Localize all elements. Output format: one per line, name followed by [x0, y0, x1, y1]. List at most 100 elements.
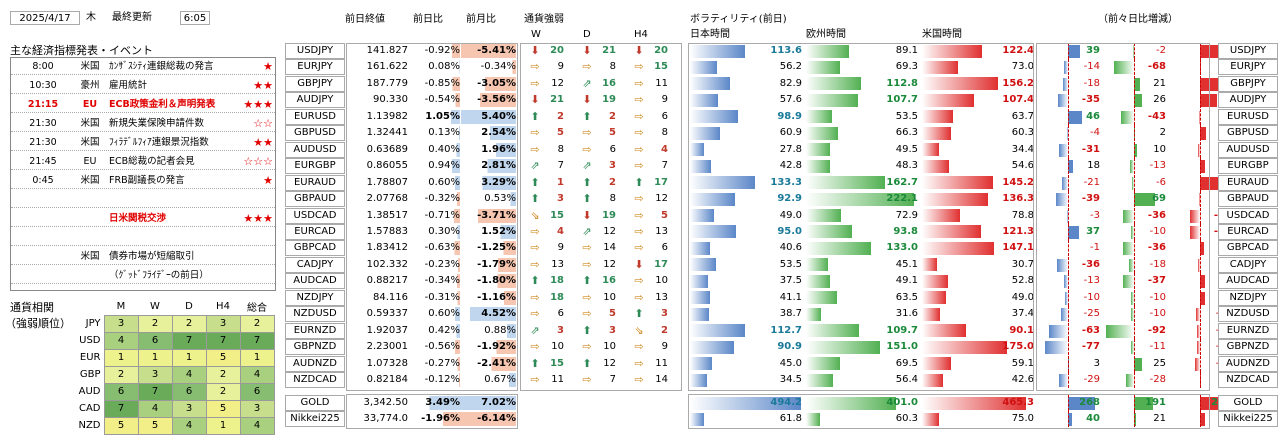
volatility-blue-bar [690, 340, 735, 354]
pair-name-right[interactable]: GBPJPY [1218, 75, 1278, 92]
pair-name-right[interactable]: AUDUSD [1218, 141, 1278, 158]
pair-name[interactable]: GBPNZD [285, 339, 345, 356]
pair-name-right[interactable]: USDJPY [1218, 43, 1278, 59]
pair-name-right[interactable]: USDCAD [1218, 207, 1278, 224]
diff-de-value: -6 [1156, 176, 1166, 188]
volatility-t-value: 40.6 [779, 242, 802, 254]
pair-name[interactable]: EURNZD [285, 322, 345, 339]
weekday-display: 木 [86, 12, 96, 23]
pair-name[interactable]: GOLD [285, 395, 345, 411]
event-time: 21:30 [29, 137, 57, 148]
ranking-table: M W D H4 総合 JPY 3 2 2 3 2 USD 4 6 7 7 7 EUR 1 1 1 5 1 GBP 2 3 4 2 4 A… [76, 298, 275, 435]
volatility-green-bar [806, 209, 842, 222]
pair-name-right[interactable]: EURNZD [1218, 322, 1278, 339]
prev-close: 102.332 [366, 258, 408, 270]
pair-name[interactable]: NZDUSD [285, 306, 345, 323]
volatility-e-value: 89.1 [895, 45, 918, 56]
pair-name[interactable]: GBPJPY [285, 75, 345, 92]
pair-name-right[interactable]: GBPCAD [1218, 240, 1278, 257]
pair-name-right[interactable]: AUDNZD [1218, 355, 1278, 372]
pair-name[interactable]: GBPUSD [285, 125, 345, 142]
prev-close: 1.92037 [366, 324, 408, 336]
strength-w-rank: 6 [557, 308, 564, 320]
pair-name-right[interactable]: EURJPY [1218, 59, 1278, 76]
pair-name[interactable]: EURJPY [285, 59, 345, 76]
diff-axis [1134, 125, 1135, 142]
pair-name[interactable]: CADJPY [285, 256, 345, 273]
volatility-e-value: 31.6 [895, 308, 918, 320]
day-change: -0.54% [424, 94, 460, 106]
ranking-cell: 5 [205, 348, 241, 367]
diff-de-value: -10 [1149, 225, 1166, 237]
diff-axis [1068, 191, 1069, 208]
pair-name[interactable]: AUDCAD [285, 273, 345, 290]
month-change-bar [460, 307, 516, 322]
ranking-cell: 5 [205, 399, 241, 418]
day-change-bar [412, 290, 460, 305]
volatility-t-value: 112.7 [770, 324, 802, 336]
strength-h4-rank: 17 [654, 258, 668, 270]
pair-name[interactable]: Nikkei225 [285, 411, 345, 428]
month-change-bar [460, 340, 516, 355]
event-row: 21:30 米国 新規失業保険申請件数 ☆☆ [11, 116, 275, 132]
pair-name-right[interactable]: NZDUSD [1218, 306, 1278, 323]
strength-d-rank: 14 [603, 242, 616, 254]
day-change: -0.56% [424, 341, 460, 353]
pair-name[interactable]: GBPCAD [285, 240, 345, 257]
prev-close: 161.622 [366, 61, 408, 73]
pair-name[interactable]: USDCAD [285, 207, 345, 224]
volatility-t-value: 38.7 [779, 308, 802, 320]
pair-name-right[interactable]: CADJPY [1218, 256, 1278, 273]
day-change: 0.60% [428, 176, 460, 188]
strength-h4-down-icon: ⬇ [634, 44, 644, 57]
pair-name-right[interactable]: GBPAUD [1218, 191, 1278, 208]
diff-de-value: 10 [1153, 143, 1166, 155]
volatility-green-bar [806, 258, 828, 272]
pair-name-right[interactable]: EURUSD [1218, 108, 1278, 125]
diff-de-value: -11 [1149, 341, 1166, 353]
pair-name-right[interactable]: AUDJPY [1218, 92, 1278, 109]
diff-axis [1200, 75, 1201, 92]
pair-name-right[interactable]: GOLD [1218, 395, 1278, 411]
day-change-bar [412, 274, 460, 289]
volatility-u-value: 49.0 [1011, 291, 1034, 303]
others-pct-frame [346, 394, 518, 429]
volatility-blue-bar [690, 412, 704, 426]
pair-name[interactable]: AUDUSD [285, 141, 345, 158]
day-change-bar [412, 175, 460, 190]
strength-w-down-right-icon: ⇘ [530, 208, 540, 222]
pair-name[interactable]: GBPAUD [285, 191, 345, 208]
pair-name-right[interactable]: GBPUSD [1218, 125, 1278, 142]
pair-name-right[interactable]: Nikkei225 [1218, 411, 1278, 428]
pair-name[interactable]: EURGBP [285, 158, 345, 175]
diff-axis [1200, 395, 1201, 411]
pair-name-right[interactable]: EURAUD [1218, 174, 1278, 191]
pair-name-right[interactable]: NZDCAD [1218, 372, 1278, 388]
volatility-blue-bar [690, 396, 801, 410]
pair-name[interactable]: AUDNZD [285, 355, 345, 372]
diff-dt-value: -10 [1083, 291, 1100, 303]
strength-w-up-icon: ⬆ [530, 175, 540, 189]
pair-name[interactable]: USDJPY [285, 43, 345, 59]
volatility-t-value: 37.5 [779, 275, 802, 287]
volatility-u-value: 156.2 [1002, 77, 1034, 89]
strength-d-right-icon: ⇨ [582, 340, 592, 354]
pair-name-right[interactable]: EURGBP [1218, 158, 1278, 175]
pair-name-right[interactable]: NZDJPY [1218, 289, 1278, 306]
pair-name-right[interactable]: EURCAD [1218, 223, 1278, 240]
volatility-blue-bar [690, 357, 712, 371]
strength-h4-rank: 13 [655, 225, 668, 237]
diff-bar [1068, 225, 1080, 239]
pair-name[interactable]: EURCAD [285, 223, 345, 240]
pair-name[interactable]: AUDJPY [285, 92, 345, 109]
pair-name[interactable]: EURAUD [285, 174, 345, 191]
diff-axis [1068, 372, 1069, 388]
pair-name[interactable]: NZDCAD [285, 372, 345, 388]
event-row: 21:30 米国 ﾌｨﾗﾃﾞﾙﾌｨｱ連銀景況指数 ★★ [11, 135, 275, 151]
pair-name-right[interactable]: AUDCAD [1218, 273, 1278, 290]
volatility-e-value: 162.7 [886, 176, 918, 188]
pair-name-right[interactable]: GBPNZD [1218, 339, 1278, 356]
pair-name[interactable]: EURUSD [285, 108, 345, 125]
pair-name[interactable]: NZDJPY [285, 289, 345, 306]
diff-bar [1196, 324, 1200, 338]
